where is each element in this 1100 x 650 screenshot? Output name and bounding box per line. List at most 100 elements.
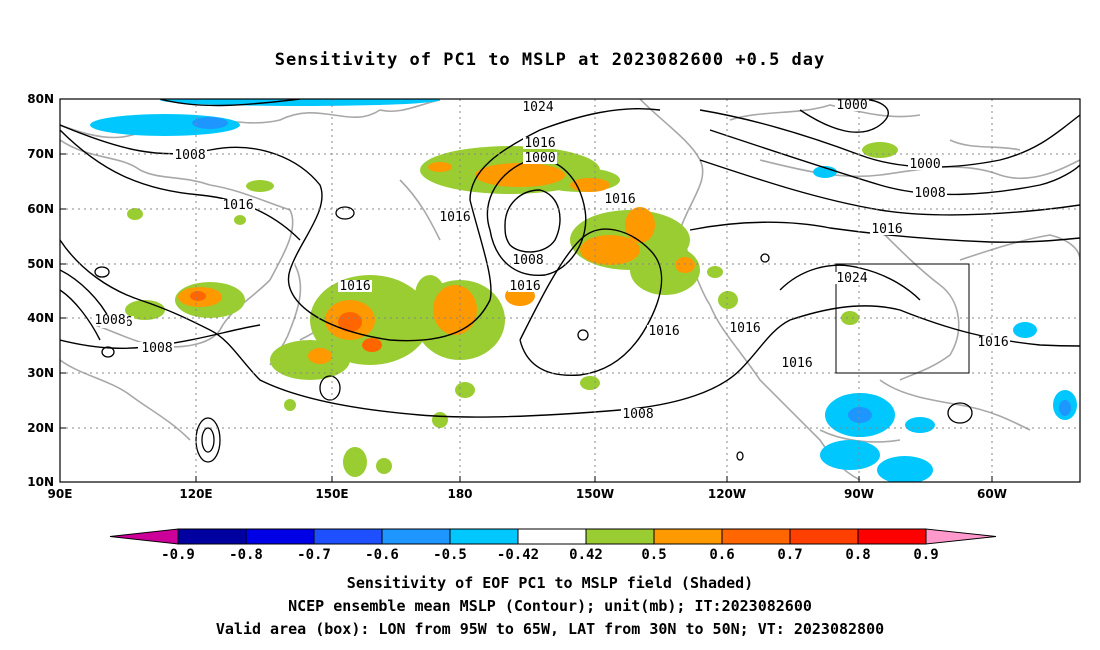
valid-area-box xyxy=(835,263,970,374)
contour-label: 1016 xyxy=(781,356,812,371)
caption-line-3: Valid area (box): LON from 95W to 65W, L… xyxy=(215,620,885,638)
contour-label-bg xyxy=(508,280,542,292)
contour-labels: 1016 1008 1016 1016 1016 1016 1024 1016 1016 1016… xyxy=(93,98,1010,422)
colorbar-segment xyxy=(313,528,383,545)
lat-label: 20N xyxy=(27,421,54,435)
contour-label-bg xyxy=(93,314,127,326)
latitude-labels: 80N 70N 60N 50N 40N 30N 20N 10N xyxy=(27,92,66,489)
positive-shading-high xyxy=(190,291,382,352)
contour-label: 1016 xyxy=(604,192,635,207)
contour-label: 1024 xyxy=(836,271,867,286)
colorbar-segment xyxy=(449,528,519,545)
contour-label: 1008 xyxy=(622,407,653,422)
contour-label: 1008 xyxy=(914,186,945,201)
chart-title: Sensitivity of PC1 to MSLP at 2023082600… xyxy=(274,50,826,70)
colorbar-label: 0.7 xyxy=(777,547,802,563)
contour-label-bg xyxy=(835,99,869,111)
contour-label-bg xyxy=(438,211,472,223)
contour-label: 1000 xyxy=(524,151,555,166)
positive-shading-mid xyxy=(178,162,695,364)
contour-loops xyxy=(94,206,973,463)
contour-label-bg xyxy=(603,193,637,205)
lon-label: 150E xyxy=(315,487,348,501)
colorbar-label: 0.42 xyxy=(569,547,603,563)
lon-label: 180 xyxy=(447,487,472,501)
lat-label: 60N xyxy=(27,202,54,216)
contour-label-bg xyxy=(221,199,255,211)
contour-label: 1016 xyxy=(977,335,1008,350)
contour-label-bg xyxy=(523,137,557,149)
colorbar-segment xyxy=(381,528,451,545)
lat-label: 40N xyxy=(27,311,54,325)
caption-line-1: Sensitivity of EOF PC1 to MSLP field (Sh… xyxy=(346,574,754,592)
colorbar-label: -0.9 xyxy=(161,547,195,563)
lon-label: 150W xyxy=(576,487,614,501)
contour-label-bg xyxy=(521,101,555,113)
contour-label-bg xyxy=(835,272,869,284)
colorbar-label: -0.5 xyxy=(433,547,467,563)
colorbar-label: -0.42 xyxy=(497,547,539,563)
contour-label-bg xyxy=(140,342,174,354)
colorbar: -0.9 -0.8 -0.7 -0.6 -0.5 -0.42 0.42 0.5 0.6 0.7 0.… xyxy=(109,528,997,563)
lat-label: 70N xyxy=(27,147,54,161)
colorbar-low-triangle xyxy=(109,528,179,545)
contour-label-bg xyxy=(913,187,947,199)
colorbar-label: 0.6 xyxy=(709,547,734,563)
negative-shading-strong xyxy=(192,117,1071,423)
lat-label: 10N xyxy=(27,475,54,489)
colorbar-label: -0.7 xyxy=(297,547,331,563)
contour-label: 1016 xyxy=(648,324,679,339)
colorbar-segment xyxy=(585,528,655,545)
colorbar-segment xyxy=(721,528,791,545)
colorbar-label: -0.6 xyxy=(365,547,399,563)
caption-line-2: NCEP ensemble mean MSLP (Contour); unit(… xyxy=(288,597,812,615)
contour-label-bg xyxy=(511,254,545,266)
contour-label-bg xyxy=(780,357,814,369)
colorbar-segment xyxy=(789,528,859,545)
contour-label: 1016 xyxy=(524,136,555,151)
contour-label: 1016 xyxy=(439,210,470,225)
lon-label: 120E xyxy=(179,487,212,501)
contour-label: 1008 xyxy=(512,253,543,268)
colorbar-segment xyxy=(653,528,723,545)
colorbar-label: 0.5 xyxy=(641,547,666,563)
contour-label-bg xyxy=(728,322,762,334)
lon-label: 90W xyxy=(844,487,874,501)
colorbar-segment xyxy=(245,528,315,545)
colorbar-segment xyxy=(857,528,927,545)
lon-label: 60W xyxy=(977,487,1007,501)
contour-label-bg xyxy=(908,158,942,170)
contour-label: 1008 xyxy=(141,341,172,356)
lat-label: 80N xyxy=(27,92,54,106)
lon-label: 120W xyxy=(708,487,746,501)
contour-label-bg xyxy=(870,223,904,235)
contour-label: 1008 xyxy=(174,148,205,163)
contour-label-bg xyxy=(647,325,681,337)
colorbar-segment xyxy=(517,528,587,545)
contour-label-bg xyxy=(523,152,557,164)
contour-label-bg xyxy=(338,280,372,292)
colorbar-label: 0.8 xyxy=(845,547,870,563)
contour-label: 1016 xyxy=(509,279,540,294)
colorbar-label: 0.9 xyxy=(913,547,938,563)
contour-label-bg xyxy=(621,408,655,420)
contour-label-bg xyxy=(976,336,1010,348)
lat-label: 30N xyxy=(27,366,54,380)
contour-label: 1016 xyxy=(222,198,253,213)
contour-label: 1008 xyxy=(94,313,125,328)
contour-label: 1000 xyxy=(909,157,940,172)
contour-label: 1016 xyxy=(729,321,760,336)
contour-label: 1000 xyxy=(836,98,867,113)
colorbar-high-triangle xyxy=(925,528,997,545)
map-figure: 1016 1008 1016 1016 1016 1016 1024 1016 1016 1016… xyxy=(27,92,1081,563)
contour-label-bg xyxy=(173,149,207,161)
contour-label: 1016 xyxy=(339,279,370,294)
longitude-labels: 90E 120E 150E 180 150W 120W 90W 60W xyxy=(48,476,1007,501)
colorbar-label: -0.8 xyxy=(229,547,263,563)
lon-label: 90E xyxy=(48,487,73,501)
plot-frame xyxy=(59,98,1081,483)
lat-label: 50N xyxy=(27,257,54,271)
contour-label: 1024 xyxy=(522,100,553,115)
contour-label: 1016 xyxy=(871,222,902,237)
colorbar-segment xyxy=(177,528,247,545)
